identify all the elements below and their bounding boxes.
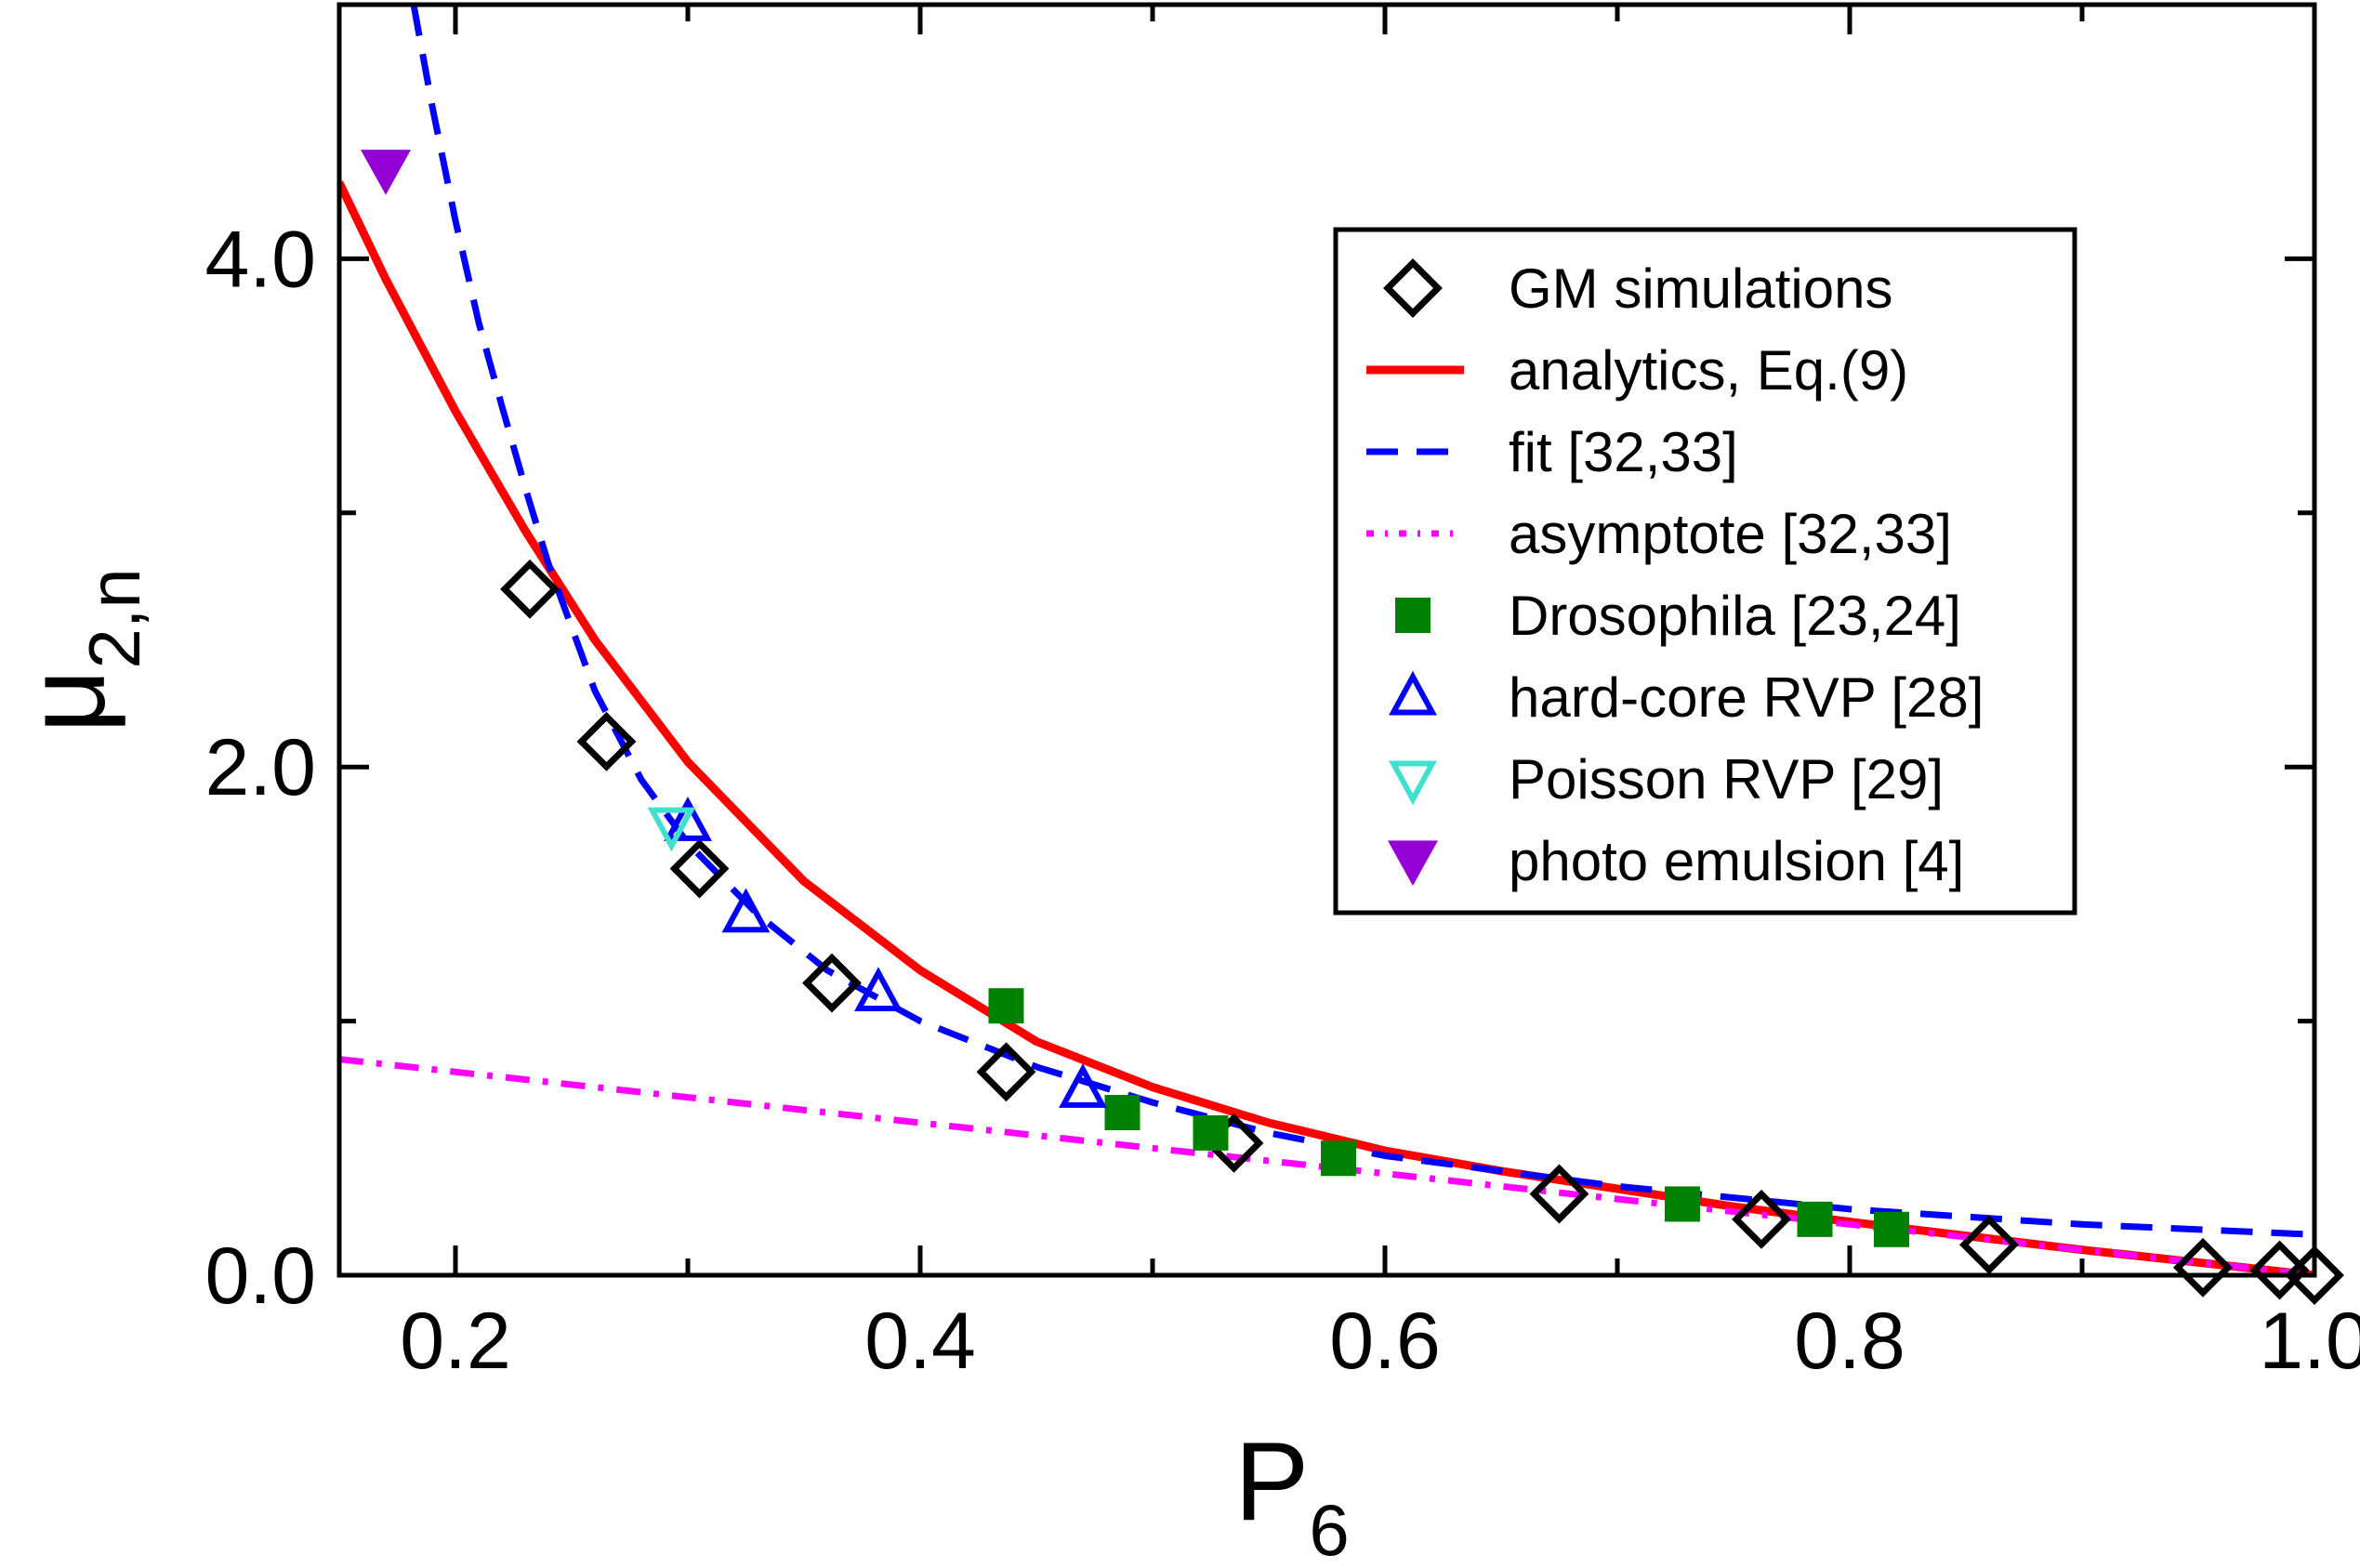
y-tick-label: 0.0 (204, 1232, 316, 1321)
data-point-photo-emulsion-4-0 (361, 150, 411, 195)
data-point-gm-simulations-7 (1732, 1189, 1791, 1249)
axis-labels-layer: 0.2 0.4 0.6 0.8 1.0 0.0 2.0 4.0 P6 μ2,n (4, 215, 2360, 1568)
x-tick-label: 1.0 (2259, 1297, 2360, 1386)
data-point-gm-simulations-2 (669, 838, 730, 899)
data-point-drosophila-23-24-2 (1193, 1114, 1229, 1151)
markers-layer (361, 150, 2344, 1305)
legend-hard-core-rvp-28-label: hard-core RVP [28] (1509, 666, 1984, 729)
data-point-drosophila-23-24-5 (1797, 1201, 1833, 1237)
legend-fit-32-33-label: fit [32,33] (1509, 421, 1738, 483)
curves-layer (339, 5, 2314, 1275)
legend-asymptote-32-33-label: asymptote [32,33] (1509, 503, 1952, 565)
legend-photo-emulsion-4-swatch (1388, 840, 1438, 886)
x-axis-title: P6 (1234, 1419, 1349, 1568)
data-point-hard-core-rvp-28-2 (854, 967, 903, 1012)
data-point-gm-simulations-8 (1959, 1215, 2019, 1275)
data-point-gm-simulations-9 (2173, 1237, 2233, 1298)
data-point-drosophila-23-24-6 (1874, 1211, 1909, 1247)
legend-hard-core-rvp-28-swatch (1389, 670, 1437, 716)
legend-box (1333, 227, 2077, 916)
legend-gm-simulations-swatch (1383, 258, 1443, 318)
legend-photo-emulsion-4-label: photo emulsion [4] (1509, 830, 1964, 892)
x-tick-label: 0.6 (1329, 1297, 1441, 1386)
x-tick-label: 0.8 (1794, 1297, 1905, 1386)
legend: GM simulations analytics, Eq.(9) fit [32,3… (1333, 227, 2077, 916)
data-point-gm-simulations-4 (976, 1042, 1036, 1102)
y-axis-title-text: μ2,n (4, 568, 155, 733)
x-axis-title-subscript: 6 (1309, 1489, 1349, 1568)
legend-analytics-eq-9-label: analytics, Eq.(9) (1509, 339, 1908, 402)
legend-poisson-rvp-29-label: Poisson RVP [29] (1509, 748, 1944, 810)
legend-drosophila-23-24-label: Drosophila [23,24] (1509, 585, 1961, 647)
y-axis-title-main: μ (4, 669, 128, 733)
data-point-drosophila-23-24-0 (988, 988, 1024, 1024)
data-point-gm-simulations-11 (2285, 1245, 2344, 1305)
plot-frame (336, 2, 2317, 1278)
series-line-analytics-eq-9 (339, 180, 2314, 1275)
legend-drosophila-23-24-swatch (1395, 598, 1431, 633)
y-tick-label: 4.0 (204, 215, 316, 304)
data-point-drosophila-23-24-1 (1104, 1095, 1140, 1131)
x-tick-label: 0.2 (400, 1297, 511, 1386)
data-point-hard-core-rvp-28-0 (664, 797, 712, 841)
data-point-poisson-rvp-29-0 (647, 807, 696, 852)
y-axis-title-subscript: 2,n (73, 568, 155, 668)
data-point-drosophila-23-24-4 (1665, 1186, 1700, 1222)
data-point-gm-simulations-0 (500, 559, 560, 619)
legend-gm-simulations-label: GM simulations (1509, 257, 1892, 320)
legend-poisson-rvp-29-swatch (1389, 760, 1437, 806)
series-line-asymptote-32-33 (339, 1056, 2314, 1275)
data-point-gm-simulations-6 (1529, 1164, 1589, 1224)
data-point-hard-core-rvp-28-3 (1059, 1063, 1107, 1108)
data-point-hard-core-rvp-28-1 (721, 888, 771, 933)
data-point-gm-simulations-1 (576, 711, 637, 771)
frame-layer (336, 2, 2317, 1278)
y-tick-label: 2.0 (204, 723, 316, 812)
x-axis-title-main: P (1234, 1419, 1309, 1544)
data-point-drosophila-23-24-3 (1321, 1140, 1356, 1177)
data-point-gm-simulations-3 (802, 953, 862, 1013)
data-point-gm-simulations-10 (2249, 1240, 2310, 1300)
series-line-fit-32-33 (410, 5, 2314, 1238)
y-axis-title: μ2,n (4, 568, 155, 733)
x-tick-label: 0.4 (864, 1297, 976, 1386)
